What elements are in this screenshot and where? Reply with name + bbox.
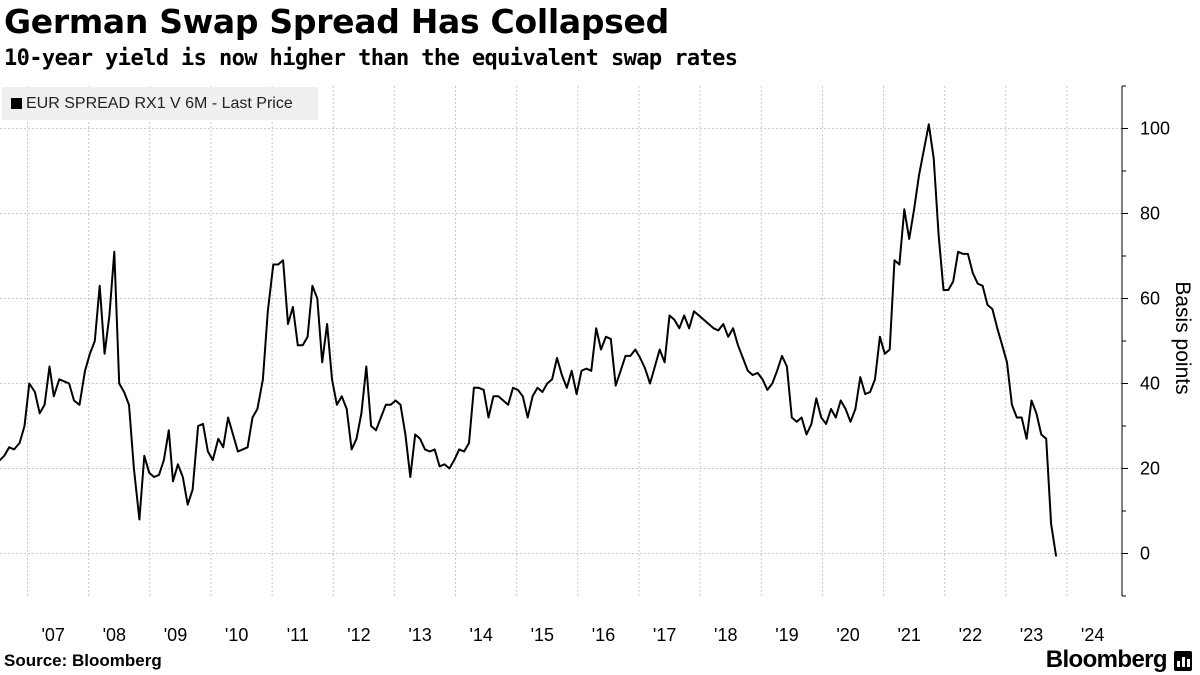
y-tick-label: 60 xyxy=(1140,289,1160,309)
x-tick-label: '14 xyxy=(469,625,492,645)
legend-entry: EUR SPREAD RX1 V 6M - Last Price xyxy=(26,94,293,112)
source-note: Source: Bloomberg xyxy=(4,651,162,670)
y-tick-label: 80 xyxy=(1140,204,1160,224)
x-tick-label: '08 xyxy=(103,625,126,645)
x-tick-label: '11 xyxy=(287,625,309,645)
legend: EUR SPREAD RX1 V 6M - Last Price xyxy=(2,87,318,120)
bloomberg-badge-icon xyxy=(1174,651,1192,671)
y-tick-label: 20 xyxy=(1140,459,1160,479)
x-tick-label: '13 xyxy=(408,625,431,645)
y-axis-label: Basis points xyxy=(1171,281,1194,394)
series-group xyxy=(0,123,1057,557)
y-tick-label: 40 xyxy=(1140,374,1160,394)
bloomberg-logo: Bloomberg xyxy=(1045,646,1168,673)
x-axis-ticks: '07 '08 '09 '10 '11 '12 '13 '14 '15 '16 '17 '18 '19 '… xyxy=(41,625,1104,645)
x-tick-label: '10 xyxy=(225,625,248,645)
chart-title: German Swap Spread Has Collapsed xyxy=(4,2,669,41)
x-tick-label: '17 xyxy=(653,625,676,645)
x-tick-label: '07 xyxy=(41,625,64,645)
x-tick-label: '18 xyxy=(714,625,737,645)
x-tick-label: '09 xyxy=(164,625,187,645)
x-tick-label: '15 xyxy=(531,625,554,645)
x-tick-label: '19 xyxy=(775,625,798,645)
y-tick-label: 0 xyxy=(1140,544,1150,564)
x-tick-label: '22 xyxy=(959,625,982,645)
y-axis: 0 20 40 60 80 100 xyxy=(1121,85,1170,597)
series-line xyxy=(0,123,1057,557)
x-tick-label: '21 xyxy=(897,625,920,645)
y-tick-label: 100 xyxy=(1140,119,1170,139)
x-tick-label: '20 xyxy=(836,625,859,645)
grid-lines xyxy=(0,86,1122,596)
legend-swatch-icon xyxy=(11,98,22,109)
chart-subtitle: 10-year yield is now higher than the equ… xyxy=(4,46,738,71)
x-tick-label: '12 xyxy=(347,625,370,645)
x-tick-label: '16 xyxy=(592,625,615,645)
x-tick-label: '24 xyxy=(1081,625,1104,645)
x-tick-label: '23 xyxy=(1020,625,1043,645)
